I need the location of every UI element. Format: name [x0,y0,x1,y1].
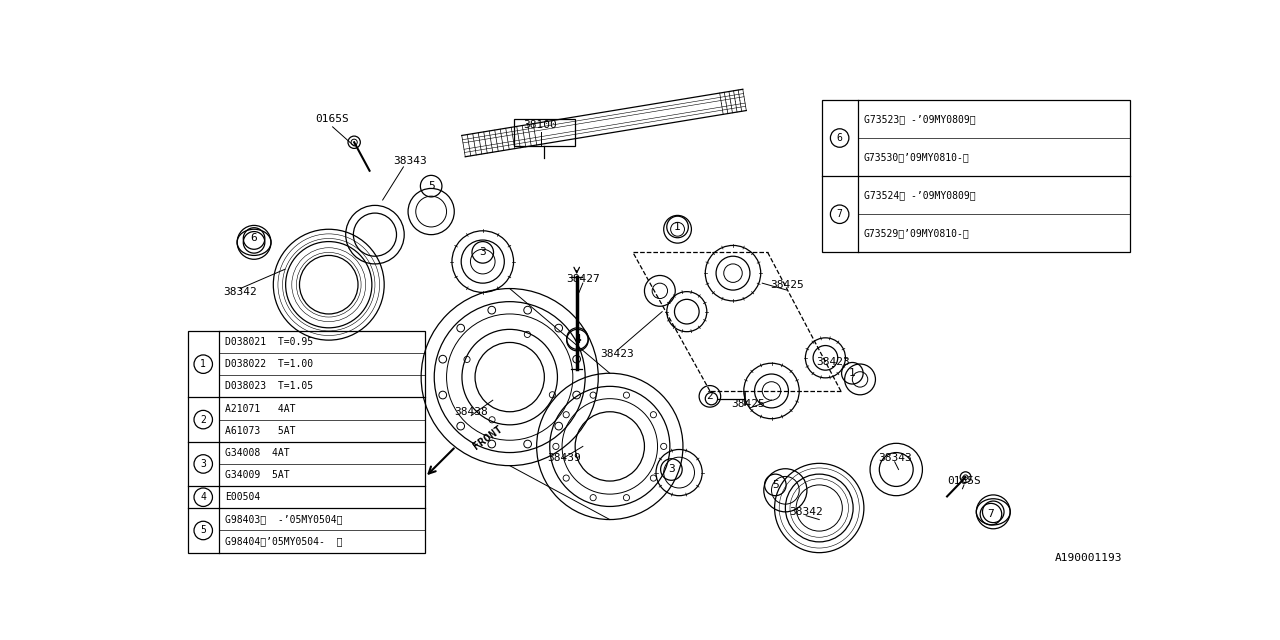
Text: 38423: 38423 [817,356,850,367]
Text: D038023  T=1.05: D038023 T=1.05 [225,381,312,391]
Text: 38343: 38343 [393,157,426,166]
Text: 38425: 38425 [771,280,804,290]
Text: 4: 4 [575,333,581,344]
Text: 6: 6 [837,133,842,143]
Text: A61073   5AT: A61073 5AT [225,426,296,436]
Text: 5: 5 [428,181,434,191]
Text: 1: 1 [200,359,206,369]
Text: 3: 3 [200,459,206,469]
Text: 7: 7 [988,509,995,519]
Text: 2: 2 [200,415,206,424]
Text: 38427: 38427 [566,273,600,284]
Text: A21071   4AT: A21071 4AT [225,403,296,413]
Text: E00504: E00504 [225,492,260,502]
Text: G34009  5AT: G34009 5AT [225,470,289,480]
Text: G73529〈’09MY0810-〉: G73529〈’09MY0810-〉 [864,228,970,238]
Text: 38425: 38425 [732,399,765,409]
Text: G98403〈  -’05MY0504〉: G98403〈 -’05MY0504〉 [225,515,342,524]
Text: 0165S: 0165S [947,476,980,486]
Text: 5: 5 [200,525,206,536]
Text: 38438: 38438 [454,407,488,417]
Text: 1: 1 [675,222,681,232]
Text: D038022  T=1.00: D038022 T=1.00 [225,359,312,369]
Text: 3: 3 [480,247,486,257]
Text: 1: 1 [849,368,856,378]
Text: 0165S: 0165S [316,114,349,124]
Bar [822,100,1129,252]
Text: 4: 4 [200,492,206,502]
Text: A190001193: A190001193 [1055,553,1121,563]
Text: G73524〈 -’09MY0809〉: G73524〈 -’09MY0809〉 [864,190,975,200]
Text: 38439: 38439 [547,453,580,463]
Text: 38342: 38342 [790,507,823,517]
Bar [188,331,425,553]
Text: 5: 5 [772,480,778,490]
Text: G98404〈’05MY0504-  〉: G98404〈’05MY0504- 〉 [225,536,342,547]
Text: 4: 4 [575,335,581,345]
Bar [513,119,575,146]
Text: G73530〈’09MY0810-〉: G73530〈’09MY0810-〉 [864,152,970,162]
Text: 38423: 38423 [600,349,635,359]
Text: G73523〈 -’09MY0809〉: G73523〈 -’09MY0809〉 [864,114,975,124]
Text: 38342: 38342 [223,287,257,298]
Text: FRONT: FRONT [471,423,504,451]
Text: 3: 3 [668,465,675,474]
Text: 7: 7 [837,209,842,220]
Text: 38100: 38100 [524,120,557,129]
Text: G34008  4AT: G34008 4AT [225,448,289,458]
Text: D038021  T=0.95: D038021 T=0.95 [225,337,312,347]
Text: 6: 6 [251,234,257,243]
Text: 38343: 38343 [878,453,911,463]
Text: 2: 2 [707,391,713,401]
